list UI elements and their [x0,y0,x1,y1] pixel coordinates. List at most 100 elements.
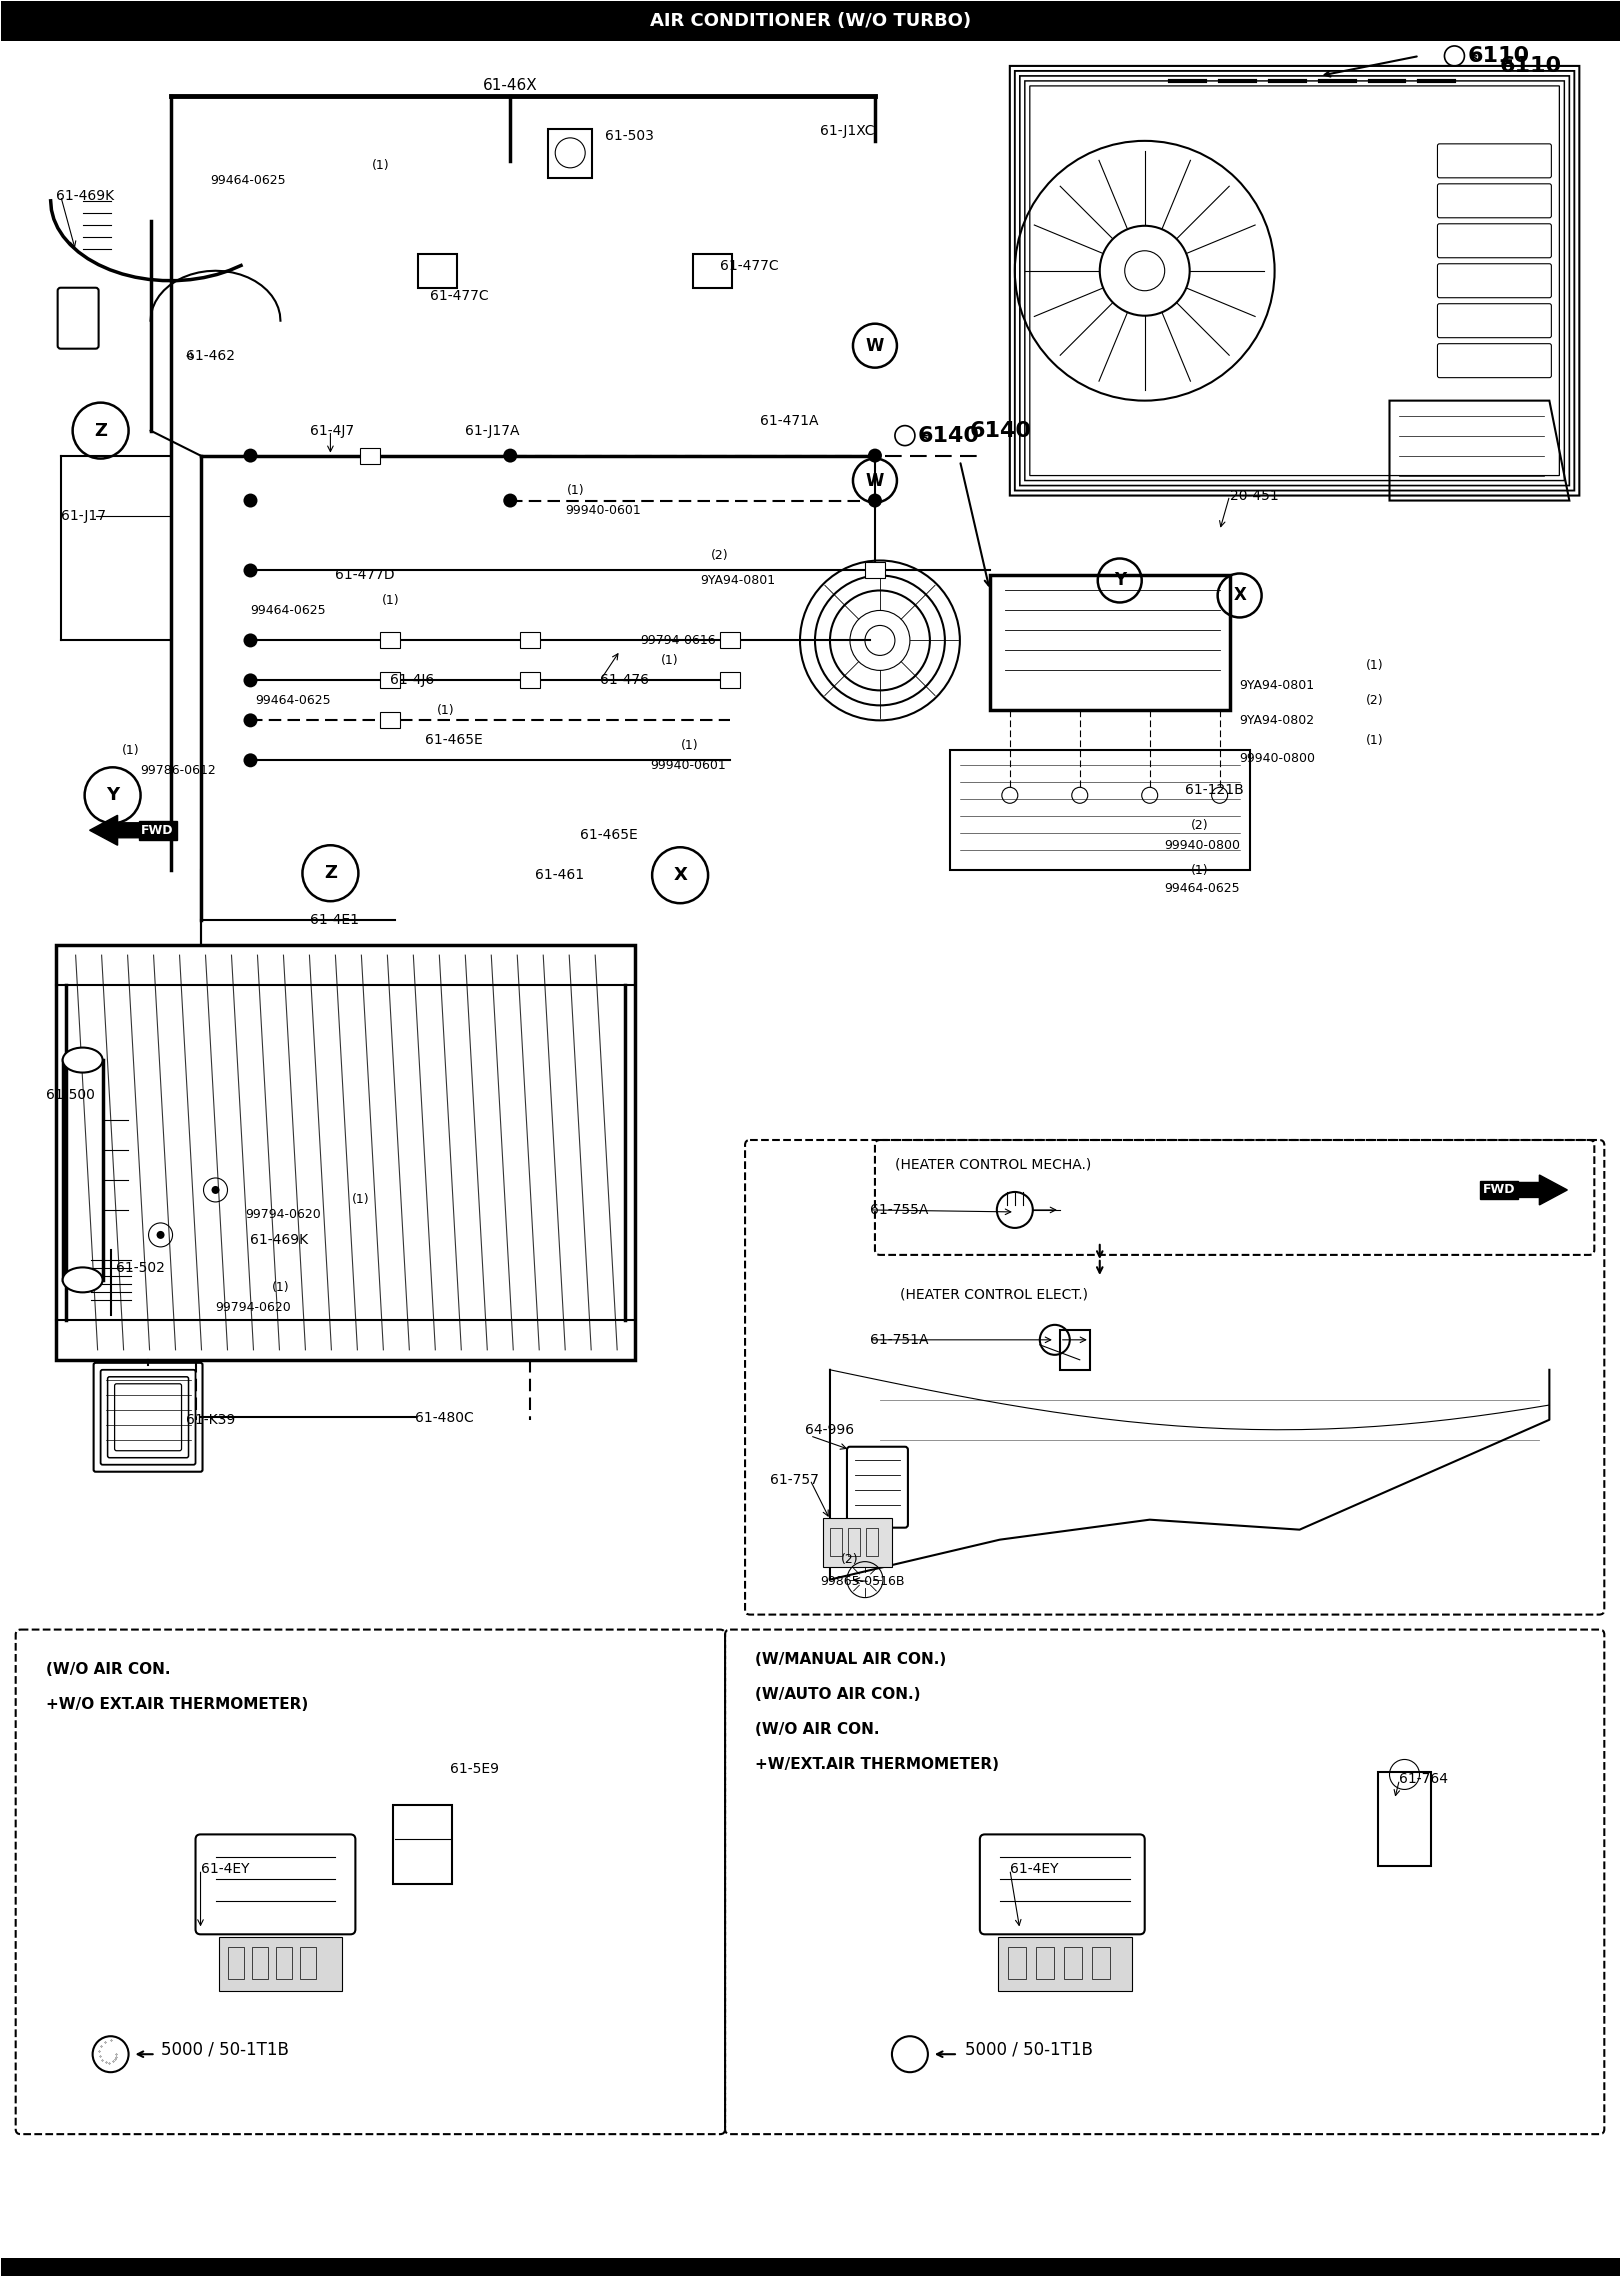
Text: (1): (1) [1191,863,1209,877]
Text: X: X [673,865,687,883]
Text: 61-465E: 61-465E [425,733,483,747]
Text: 61-5E9: 61-5E9 [451,1762,499,1776]
Text: (W/O AIR CON.: (W/O AIR CON. [45,1662,170,1678]
FancyBboxPatch shape [520,633,540,649]
Text: W: W [866,337,883,355]
Text: (W/MANUAL AIR CON.): (W/MANUAL AIR CON.) [755,1653,947,1667]
FancyBboxPatch shape [720,633,741,649]
Circle shape [243,674,258,688]
Text: Y: Y [1114,572,1127,590]
Text: (2): (2) [1191,820,1209,831]
FancyBboxPatch shape [823,1519,892,1567]
Text: 61-477D: 61-477D [336,569,396,583]
Text: (W/AUTO AIR CON.): (W/AUTO AIR CON.) [755,1687,921,1701]
FancyBboxPatch shape [999,1938,1131,1992]
Text: 20-451: 20-451 [1230,490,1279,503]
Circle shape [243,713,258,726]
Text: FWD: FWD [1483,1184,1516,1195]
Text: 61-469K: 61-469K [55,189,113,203]
Text: (1): (1) [1367,733,1383,747]
FancyArrow shape [1511,1175,1568,1205]
Text: 99794-0620: 99794-0620 [245,1209,321,1220]
Text: (HEATER CONTROL MECHA.): (HEATER CONTROL MECHA.) [895,1159,1091,1173]
Circle shape [867,494,882,508]
Text: W: W [866,471,883,490]
Text: 99464-0625: 99464-0625 [1165,881,1240,895]
Circle shape [867,449,882,462]
Text: 61-4EY: 61-4EY [201,1863,250,1876]
Text: (2): (2) [841,1553,859,1567]
Text: 99940-0601: 99940-0601 [566,503,640,517]
Text: 99464-0625: 99464-0625 [251,603,326,617]
Text: Z: Z [324,865,337,881]
Circle shape [243,633,258,647]
Text: (1): (1) [371,159,389,173]
Text: 99940-0800: 99940-0800 [1240,751,1316,765]
Text: (1): (1) [436,704,454,717]
Text: Y: Y [105,786,120,804]
Text: X: X [1234,587,1247,603]
Text: 61-J17: 61-J17 [60,508,105,521]
Text: (1): (1) [272,1282,289,1293]
FancyBboxPatch shape [381,672,400,688]
Circle shape [243,494,258,508]
Text: 61-502: 61-502 [115,1261,164,1275]
Text: 61-476: 61-476 [600,674,648,688]
Text: 99940-0800: 99940-0800 [1165,838,1240,852]
Text: (1): (1) [1367,658,1383,672]
FancyBboxPatch shape [360,449,381,465]
Text: 61-K39: 61-K39 [185,1412,235,1428]
Text: (1): (1) [352,1193,370,1207]
Text: 61-J1XC: 61-J1XC [820,123,874,139]
Text: 61-755A: 61-755A [870,1202,929,1216]
Ellipse shape [63,1268,102,1293]
Text: 61-4J7: 61-4J7 [311,424,355,437]
Text: 6140: 6140 [917,426,981,446]
FancyBboxPatch shape [520,672,540,688]
Text: Z: Z [94,421,107,439]
Text: 61-469K: 61-469K [251,1232,308,1248]
Text: 61-477C: 61-477C [430,289,490,303]
Ellipse shape [63,1047,102,1072]
Text: (1): (1) [681,738,699,751]
Bar [0,0,1621,41]
Text: 61-121B: 61-121B [1185,783,1243,797]
Text: 99786-0612: 99786-0612 [141,763,216,776]
Text: 61-751A: 61-751A [870,1332,929,1346]
Text: 61-477C: 61-477C [720,260,778,273]
Text: +W/O EXT.AIR THERMOMETER): +W/O EXT.AIR THERMOMETER) [45,1696,308,1712]
Text: 61-757: 61-757 [770,1473,819,1487]
FancyBboxPatch shape [381,633,400,649]
Text: (2): (2) [1367,694,1383,706]
Text: 6140: 6140 [969,421,1033,442]
Text: (1): (1) [122,745,139,756]
Text: FWD: FWD [141,824,173,836]
Text: 99464-0625: 99464-0625 [211,175,287,187]
Text: 6110: 6110 [1499,57,1561,75]
Text: 61-J17A: 61-J17A [465,424,520,437]
Text: (2): (2) [712,549,729,562]
FancyArrow shape [89,815,146,845]
FancyBboxPatch shape [866,562,885,578]
Text: 99464-0625: 99464-0625 [256,694,331,706]
Text: 61-500: 61-500 [45,1088,94,1102]
FancyBboxPatch shape [720,672,741,688]
Bar [55,945,635,1359]
Text: +W/EXT.AIR THERMOMETER): +W/EXT.AIR THERMOMETER) [755,1758,999,1772]
Text: 61-764: 61-764 [1399,1772,1449,1787]
Text: AIR CONDITIONER (W/O TURBO): AIR CONDITIONER (W/O TURBO) [650,11,971,30]
Circle shape [503,449,517,462]
Circle shape [1125,250,1165,291]
Text: (1): (1) [661,653,679,667]
Bar [0,2259,1621,2277]
Circle shape [1099,225,1190,317]
Text: 64-996: 64-996 [806,1423,854,1437]
Circle shape [211,1186,219,1193]
Circle shape [503,494,517,508]
Text: (1): (1) [566,485,584,496]
Text: (HEATER CONTROL ELECT.): (HEATER CONTROL ELECT.) [900,1289,1088,1302]
Text: 61-462: 61-462 [185,348,235,362]
Text: 6110: 6110 [1467,46,1530,66]
Circle shape [157,1232,165,1239]
Text: 61-465E: 61-465E [580,829,639,842]
